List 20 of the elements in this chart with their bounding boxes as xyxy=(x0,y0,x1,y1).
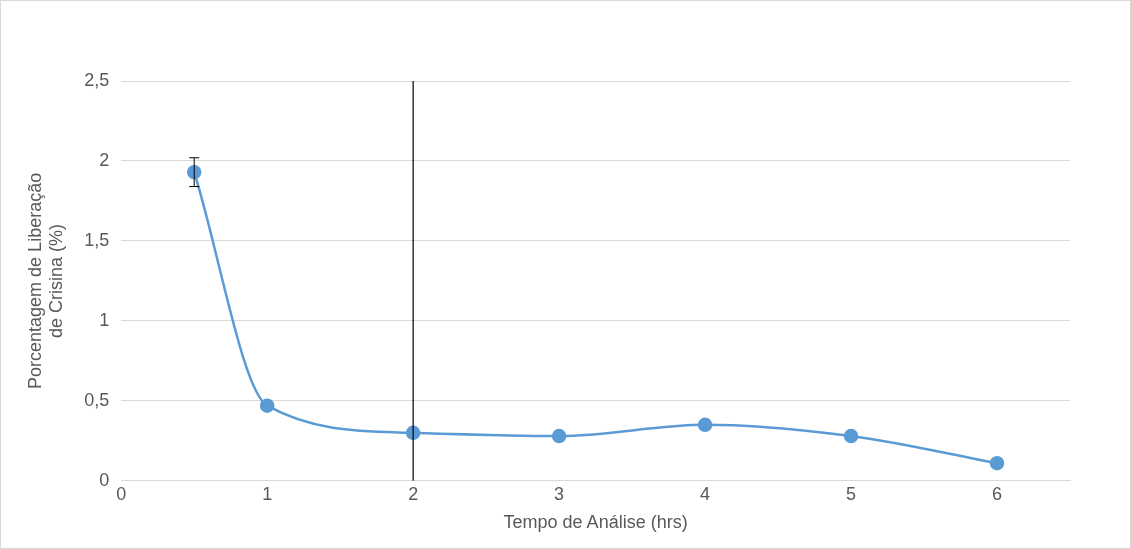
point xyxy=(843,428,859,444)
x-tick-label: 5 xyxy=(846,483,857,504)
x-tick-label: 3 xyxy=(554,483,565,504)
point xyxy=(697,417,713,433)
x-tick-label: 4 xyxy=(700,483,711,504)
point xyxy=(551,428,567,444)
point xyxy=(259,398,275,413)
point xyxy=(989,455,1005,471)
x-tick-label: 2 xyxy=(408,483,419,504)
y-tick-label: 2,5 xyxy=(84,69,110,90)
y-tick-label: 2 xyxy=(99,149,110,170)
y-tick-label: 0 xyxy=(99,469,110,490)
x-tick-label: 0 xyxy=(116,483,127,504)
y-tick-label: 1 xyxy=(99,309,110,330)
x-tick-label: 6 xyxy=(992,483,1003,504)
y-tick-label: 1,5 xyxy=(84,229,110,250)
x-axis-title: Tempo de Análise (hrs) xyxy=(503,512,688,533)
x-tick-label: 1 xyxy=(262,483,273,504)
y-tick-label: 0,5 xyxy=(84,389,110,410)
y-axis-title: Porcentagem de Liberação de Crisina (%) xyxy=(24,172,67,389)
